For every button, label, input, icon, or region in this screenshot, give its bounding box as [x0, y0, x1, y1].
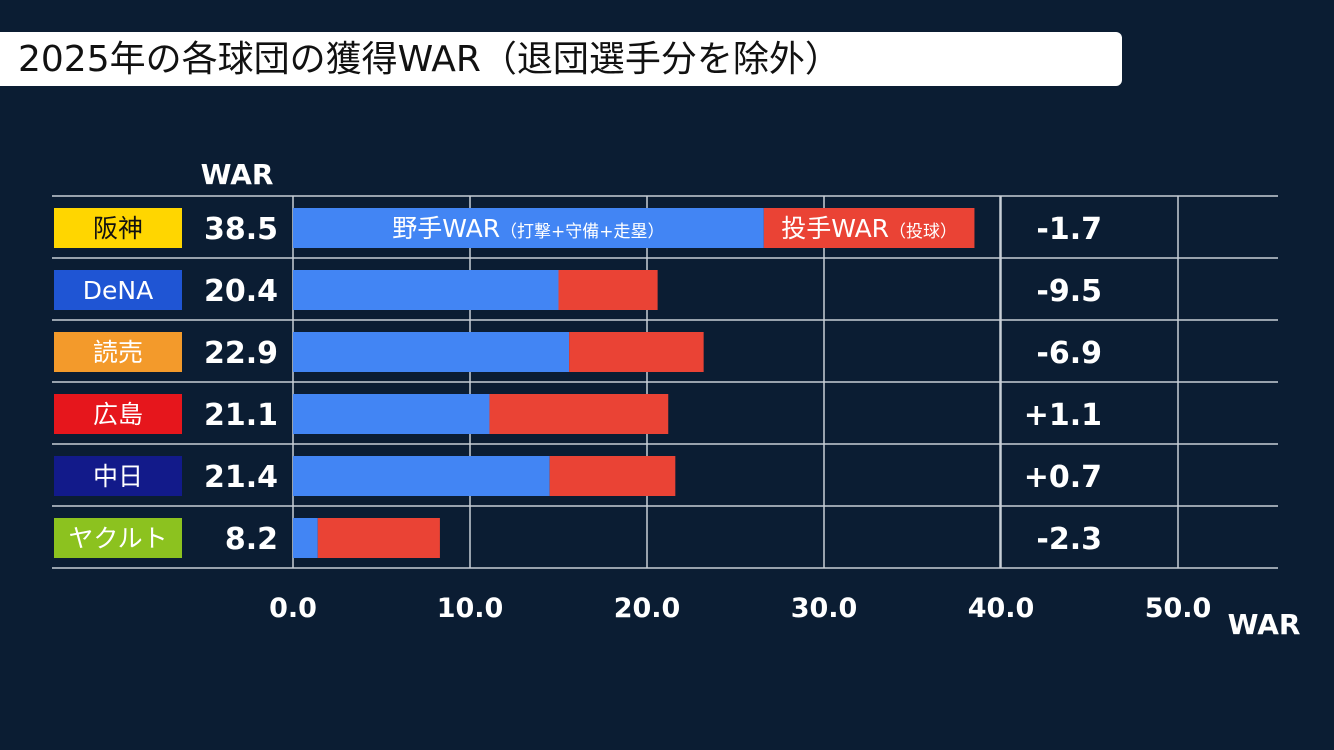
total-value: 21.1: [204, 398, 278, 433]
bar-segment: [293, 518, 318, 558]
difference-value: -2.3: [1036, 522, 1102, 557]
total-value: 38.5: [204, 212, 278, 247]
bar-segment: [558, 270, 658, 310]
team-badge: [54, 456, 182, 496]
bar-segment: [293, 332, 570, 372]
bar-segment: [293, 394, 490, 434]
bar-segment: [293, 270, 559, 310]
bar-segment: [763, 208, 975, 248]
total-value: 20.4: [204, 274, 278, 309]
total-value: 22.9: [204, 336, 278, 371]
difference-value: +0.7: [1024, 460, 1102, 495]
series-label-sub: （投球）: [889, 222, 957, 242]
series-label: 投手WAR（投球）: [781, 214, 957, 243]
bar-segment: [569, 332, 704, 372]
grid-layer: [52, 195, 1278, 569]
bar-segment: [293, 208, 764, 248]
team-label: 阪神: [93, 214, 143, 243]
team-label: DeNA: [83, 276, 153, 305]
x-tick-label: 40.0: [968, 593, 1035, 624]
bar-layer: [54, 208, 975, 558]
total-value: 21.4: [204, 460, 278, 495]
x-tick-label: 20.0: [614, 593, 681, 624]
bar-segment: [293, 456, 550, 496]
series-label-main: 野手WAR: [392, 214, 500, 243]
bar-segment: [317, 518, 440, 558]
team-label: 読売: [93, 338, 143, 367]
difference-value: -1.7: [1036, 212, 1102, 247]
x-tick-label: 0.0: [269, 593, 317, 624]
difference-value: +1.1: [1024, 398, 1102, 433]
team-label: ヤクルト: [68, 524, 167, 553]
team-label: 中日: [93, 462, 143, 491]
x-tick-label: 50.0: [1145, 593, 1212, 624]
x-tick-label: 30.0: [791, 593, 858, 624]
team-badge: [54, 270, 182, 310]
team-badge: [54, 394, 182, 434]
series-label: 野手WAR（打撃+守備+走塁）: [392, 214, 664, 243]
title-bar: 2025年の各球団の獲得WAR（退団選手分を除外）: [0, 32, 1122, 86]
difference-value: -6.9: [1036, 336, 1102, 371]
label-layer: WAR 阪神 38.5 -1.7 DeNA 20.4 -9.5 読売 22.9 -6.9 広島 21.…: [68, 158, 1300, 641]
bar-segment: [549, 456, 676, 496]
difference-value: -9.5: [1036, 274, 1102, 309]
bar-segment: [489, 394, 669, 434]
x-tick-label: 10.0: [437, 593, 504, 624]
total-value: 8.2: [225, 522, 278, 557]
team-badge: [54, 332, 182, 372]
series-label-sub: （打撃+守備+走塁）: [500, 222, 665, 242]
team-badge: [54, 518, 182, 558]
team-label: 広島: [93, 400, 143, 429]
series-label-main: 投手WAR: [781, 214, 889, 243]
team-badge: [54, 208, 182, 248]
x-axis-title: WAR: [1228, 608, 1301, 641]
total-column-header: WAR: [201, 158, 274, 191]
chart-title: 2025年の各球団の獲得WAR（退団選手分を除外）: [18, 39, 841, 80]
